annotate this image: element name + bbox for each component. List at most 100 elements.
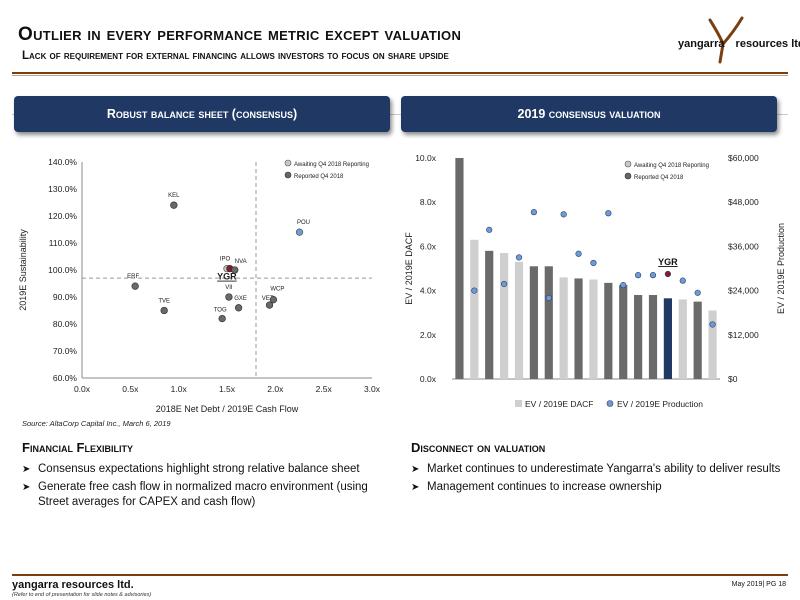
dacf-bar	[678, 299, 687, 379]
arrow-bullet-icon: ➤	[411, 482, 420, 493]
production-point	[649, 272, 657, 279]
dacf-bar	[500, 253, 509, 379]
list-item: ➤ Consensus expectations highlight strong…	[22, 463, 360, 475]
point-label-ygr: YGR	[217, 272, 237, 282]
y2-tick-label: $24,000	[728, 286, 759, 296]
dacf-bar	[634, 295, 643, 379]
scatter-point-tog	[218, 314, 226, 323]
footer-brand: yangarra resources ltd.	[12, 579, 134, 591]
legend-awaiting-label: Awaiting Q4 2018 Reporting	[634, 163, 709, 169]
page-number: May 2019| PG 18	[731, 581, 786, 588]
scatter-point-nva	[231, 266, 239, 274]
dacf-bar	[589, 279, 598, 379]
production-point	[620, 281, 627, 289]
legend-reported-label: Reported Q4 2018	[294, 174, 344, 180]
dacf-bar	[648, 295, 658, 379]
page-title: Outlier in every performance metric exce…	[18, 24, 462, 45]
point-label-vii: VII	[225, 285, 233, 291]
point-label-nva: NVA	[235, 259, 247, 265]
legend-production-label: EV / 2019E Production	[617, 399, 703, 409]
y-tick-label: 90.0%	[53, 292, 78, 302]
legend-reported-label: Reported Q4 2018	[634, 175, 684, 181]
y-tick-label: 110.0%	[49, 238, 78, 248]
legend-production-marker	[606, 400, 614, 407]
scatter-point-erf	[131, 282, 139, 290]
x-tick-label: 2.0x	[267, 384, 284, 394]
list-item: ➤ Management continues to increase owners…	[411, 481, 662, 493]
production-point	[605, 210, 612, 217]
production-point	[515, 254, 523, 261]
legend-awaiting-label: Awaiting Q4 2018 Reporting	[294, 162, 369, 168]
header-rule-thin	[12, 75, 788, 76]
y-axis-title: 2019E Sustainability	[18, 229, 28, 311]
scatter-point-gxe	[234, 304, 243, 312]
dacf-bar	[708, 310, 717, 379]
left-panel-header: Robust balance sheet (consensus)	[14, 96, 390, 132]
scatter-point-pou	[295, 228, 304, 236]
x-tick-label: 0.5x	[122, 384, 139, 394]
dacf-bar	[559, 277, 568, 379]
scatter-point-vii	[225, 293, 233, 301]
y-tick-label: 2.0x	[420, 330, 437, 340]
point-label-tve: TVE	[158, 299, 170, 305]
x-tick-label: 2.5x	[316, 384, 333, 394]
production-point	[635, 272, 642, 279]
point-label-vet: VET	[262, 296, 274, 302]
production-point	[471, 287, 478, 294]
y2-tick-label: $12,000	[728, 330, 759, 340]
disconnect-valuation-title: Disconnect on valuation	[411, 440, 546, 455]
footer-note: (Refer to end of presentation for slide …	[12, 592, 152, 598]
legend-dacf-label: EV / 2019E DACF	[525, 399, 594, 409]
header-rule	[12, 72, 788, 74]
arrow-bullet-icon: ➤	[411, 464, 420, 475]
dacf-bar	[514, 261, 524, 379]
arrow-bullet-icon: ➤	[22, 464, 31, 475]
x-tick-label: 0.0x	[74, 384, 91, 394]
production-point	[501, 280, 508, 288]
production-point	[575, 250, 582, 257]
x-axis-title: 2018E Net Debt / 2019E Cash Flow	[156, 404, 299, 414]
dacf-bar	[455, 158, 464, 379]
logo-wordmark: yangarra resources ltd.	[678, 38, 800, 50]
point-label-gxe: GXE	[234, 296, 247, 302]
y-tick-label: 140.0%	[48, 157, 77, 167]
dacf-bar	[604, 282, 613, 379]
footer-rule	[12, 574, 788, 576]
production-point	[486, 226, 493, 233]
legend-awaiting-marker	[284, 159, 292, 167]
production-point	[545, 294, 552, 302]
y2-tick-label: $48,000	[728, 197, 759, 207]
production-point	[694, 289, 701, 296]
dacf-bar	[574, 278, 583, 379]
dacf-bar	[693, 301, 702, 379]
point-label-tog: TOG	[214, 308, 227, 314]
list-item: ➤ Generate free cash flow in normalized m…	[22, 481, 368, 508]
scatter-point-wcp	[269, 296, 278, 304]
y-tick-label: 4.0x	[420, 286, 437, 296]
scatter-point-vet	[265, 301, 274, 309]
panel-header-line	[12, 114, 788, 115]
y2-axis-title: EV / 2019E Production	[776, 223, 786, 314]
scatter-point-tve	[160, 306, 168, 315]
y-tick-label: 80.0%	[53, 319, 78, 329]
dacf-bar	[663, 298, 672, 379]
production-point	[590, 259, 597, 267]
ygr-highlight-label: YGR	[658, 257, 678, 267]
x-tick-label: 1.5x	[219, 384, 236, 394]
y-tick-label: 60.0%	[53, 373, 78, 383]
point-label-ipo: IPO	[220, 257, 231, 263]
point-label-pou: POU	[297, 220, 310, 226]
y-tick-label: 0.0x	[420, 374, 437, 384]
company-logo: yangarra resources ltd.	[660, 14, 800, 64]
y-axis-title: EV / 2019E DACF	[404, 232, 414, 305]
y-tick-label: 6.0x	[420, 241, 437, 251]
production-point	[709, 321, 716, 328]
y-tick-label: 130.0%	[48, 184, 77, 194]
dacf-bar	[619, 285, 628, 379]
y-tick-label: 70.0%	[53, 346, 78, 356]
y2-tick-label: $0	[728, 374, 738, 384]
production-point	[679, 277, 686, 284]
right-panel-header: 2019 consensus valuation	[401, 96, 777, 132]
dacf-bar	[529, 266, 538, 379]
production-point	[530, 209, 537, 216]
